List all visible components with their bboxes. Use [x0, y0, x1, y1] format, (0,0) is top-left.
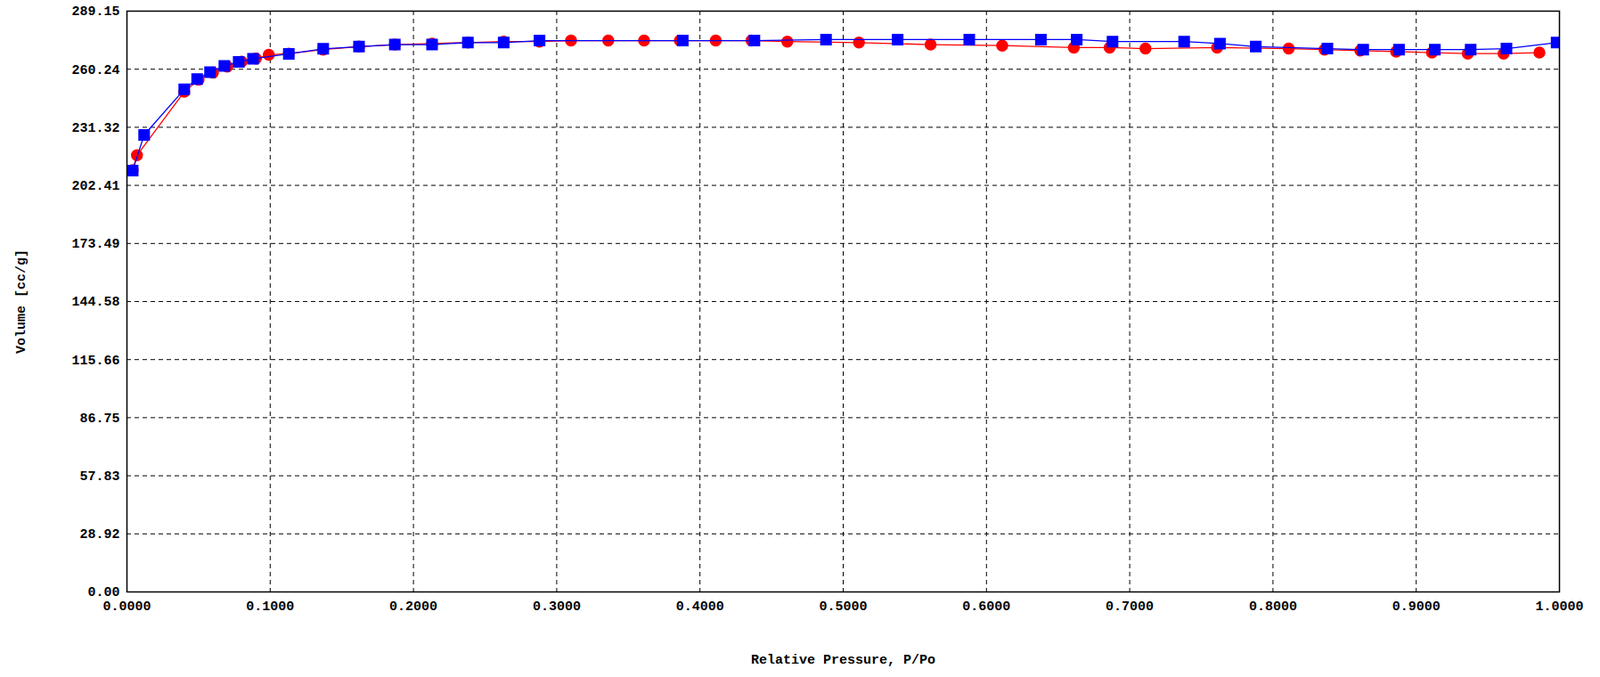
svg-text:289.15: 289.15	[71, 4, 120, 20]
svg-text:0.00: 0.00	[87, 585, 120, 601]
svg-text:231.32: 231.32	[71, 121, 120, 137]
svg-text:28.92: 28.92	[79, 527, 120, 543]
svg-text:0.1000: 0.1000	[245, 599, 294, 615]
svg-text:0.0000: 0.0000	[102, 599, 151, 615]
svg-text:0.9000: 0.9000	[1392, 599, 1441, 615]
svg-text:Relative Pressure, P/Po: Relative Pressure, P/Po	[751, 653, 936, 669]
svg-text:0.3000: 0.3000	[532, 599, 581, 615]
svg-text:0.5000: 0.5000	[818, 599, 867, 615]
svg-text:202.41: 202.41	[71, 179, 120, 195]
svg-text:1.0000: 1.0000	[1534, 599, 1584, 615]
svg-text:0.4000: 0.4000	[676, 599, 725, 615]
svg-text:173.49: 173.49	[71, 236, 120, 253]
svg-text:115.66: 115.66	[71, 353, 120, 369]
svg-text:86.75: 86.75	[79, 411, 120, 427]
svg-text:Volume [cc/g]: Volume [cc/g]	[14, 249, 30, 354]
svg-text:0.7000: 0.7000	[1105, 599, 1154, 615]
svg-text:144.58: 144.58	[71, 294, 120, 311]
svg-text:0.8000: 0.8000	[1248, 599, 1298, 615]
svg-text:57.83: 57.83	[79, 469, 120, 485]
svg-text:0.2000: 0.2000	[389, 599, 438, 615]
svg-text:260.24: 260.24	[71, 62, 120, 78]
svg-text:0.6000: 0.6000	[962, 599, 1011, 615]
